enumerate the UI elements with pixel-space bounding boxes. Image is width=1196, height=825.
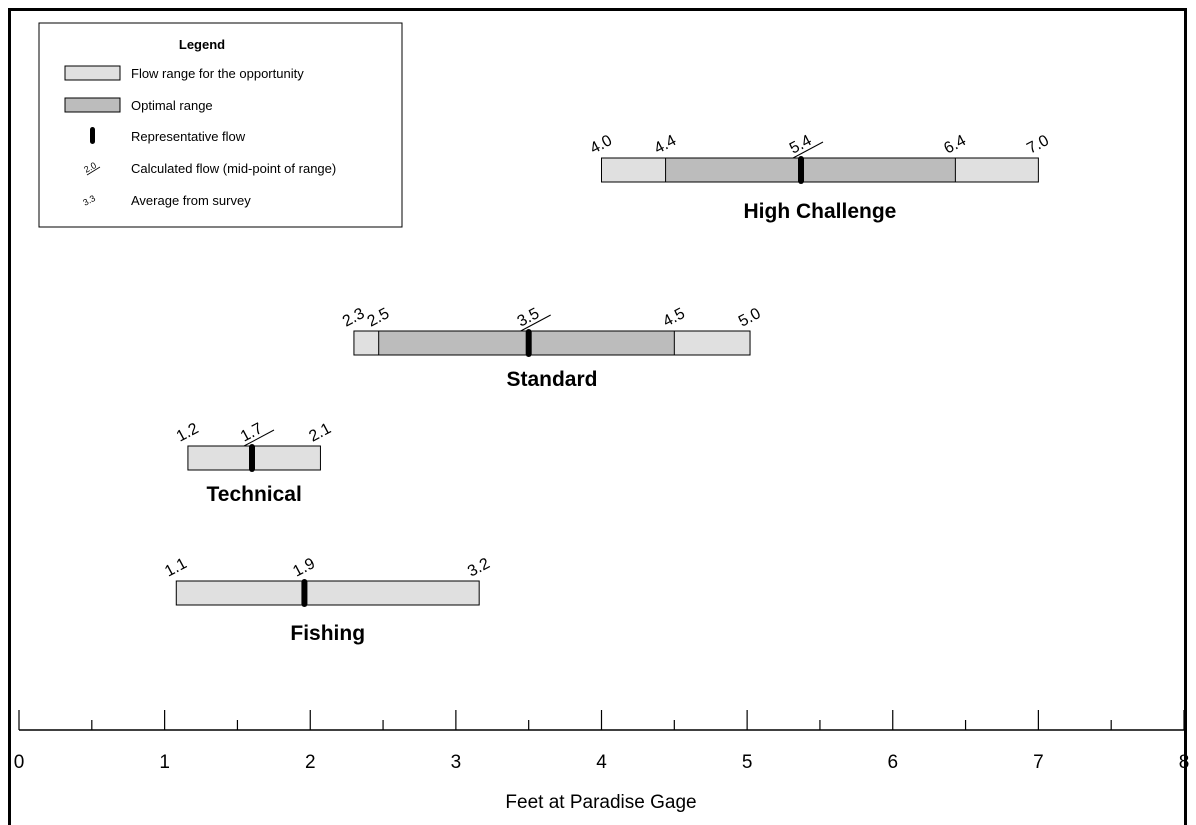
x-tick-label: 1: [159, 752, 170, 773]
representative-flow-marker: [249, 444, 255, 472]
category-label: High Challenge: [744, 200, 897, 223]
x-tick-label: 0: [14, 752, 25, 773]
legend-box: [38, 22, 403, 228]
x-tick-label: 4: [596, 752, 607, 773]
survey-average-label: 4.4: [651, 132, 679, 157]
x-tick-label: 2: [305, 752, 316, 773]
x-axis: 0 1 2 3 4 5 6 7 8: [14, 710, 1190, 773]
calculated-flow-underline: [520, 314, 551, 332]
survey-average-label: 5.0: [736, 305, 764, 330]
flow-range-bar: [175, 580, 480, 606]
x-tick-label: 8: [1179, 752, 1190, 773]
survey-average-label: 2.5: [365, 305, 393, 330]
legend-label-flow-range: Flow range for the opportunity: [131, 66, 304, 81]
survey-average-label: 6.4: [941, 132, 969, 157]
legend-label-optimal: Optimal range: [131, 98, 213, 113]
legend-sample-calculated-underline: [86, 166, 101, 176]
legend-swatch-optimal: [64, 97, 121, 113]
survey-average-label: 7.0: [1024, 132, 1052, 157]
survey-average-label: 1.2: [174, 420, 202, 445]
category-label: Technical: [207, 483, 302, 506]
legend-swatch-flow-range: [64, 65, 121, 81]
legend-label-calculated: Calculated flow (mid-point of range): [131, 161, 336, 176]
survey-average-label: 1.1: [162, 555, 190, 580]
x-tick-label: 6: [887, 752, 898, 773]
optimal-range-bar: [665, 157, 956, 183]
x-tick-label: 7: [1033, 752, 1044, 773]
legend-label-representative: Representative flow: [131, 129, 246, 144]
x-axis-title: Feet at Paradise Gage: [505, 792, 696, 813]
category-label: Fishing: [290, 622, 365, 645]
legend: Legend Flow range for the opportunity Op…: [38, 22, 403, 228]
survey-average-label: 2.3: [340, 305, 368, 330]
series-fishing: 1.1 1.9 3.2 Fishing: [162, 555, 493, 645]
survey-average-label: 4.0: [587, 132, 615, 157]
x-tick-label: 3: [451, 752, 462, 773]
legend-title: Legend: [179, 37, 225, 52]
survey-average-label: 1.9: [290, 555, 318, 580]
legend-label-survey: Average from survey: [131, 193, 251, 208]
calculated-flow-underline: [792, 141, 824, 159]
survey-average-label: 4.5: [660, 305, 688, 330]
survey-average-label: 2.1: [306, 420, 334, 445]
representative-flow-marker: [798, 156, 805, 184]
x-tick-label: 5: [742, 752, 753, 773]
representative-flow-marker: [301, 579, 308, 607]
chart-frame: [8, 8, 1187, 825]
category-label: Standard: [506, 368, 597, 391]
calculated-flow-underline: [243, 429, 275, 447]
legend-swatch-representative: [90, 127, 95, 144]
survey-average-label: 3.2: [465, 555, 493, 580]
representative-flow-marker: [525, 329, 532, 357]
